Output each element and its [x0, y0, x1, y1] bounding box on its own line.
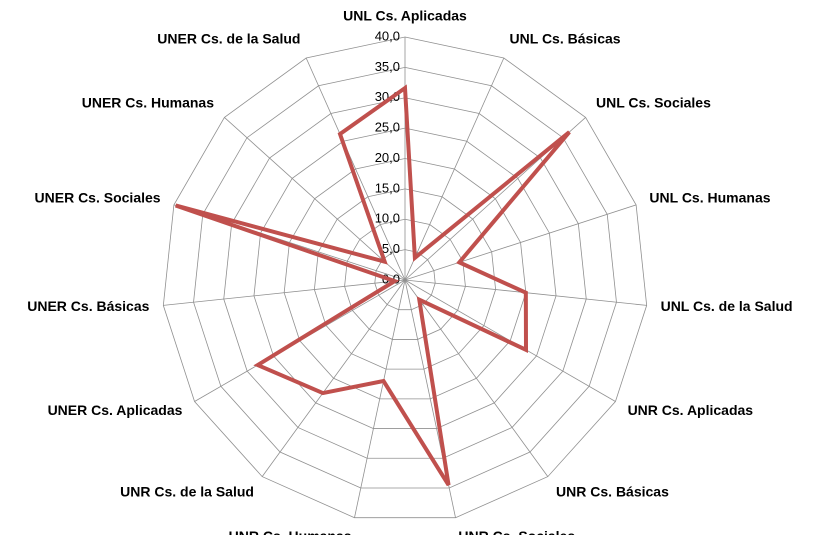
grid-ring: [283, 158, 527, 400]
spoke: [404, 57, 505, 281]
category-label: UNL Cs. Humanas: [649, 189, 770, 205]
tick-label: 15,0: [375, 180, 400, 195]
spoke: [354, 279, 406, 518]
category-label: UNL Cs. Aplicadas: [343, 8, 467, 24]
category-label: UNL Cs. de la Salud: [661, 298, 793, 314]
grid-ring: [344, 218, 466, 340]
grid-ring: [253, 127, 557, 429]
category-label: UNR Cs. Básicas: [556, 483, 669, 499]
grid-ring: [223, 97, 587, 459]
tick-label: 30,0: [375, 89, 400, 104]
category-label: UNR Cs. Sociales: [458, 528, 575, 535]
category-label: UNL Cs. Sociales: [596, 95, 711, 111]
spoke: [224, 117, 406, 281]
series-line: [174, 84, 571, 487]
spoke: [404, 279, 549, 477]
grid-ring: [162, 36, 648, 519]
tick-label: 20,0: [375, 150, 400, 165]
category-label: UNER Cs. Humanas: [82, 95, 214, 111]
category-label: UNR Cs. de la Salud: [120, 483, 254, 499]
grid-ring: [193, 66, 617, 489]
tick-label: 5,0: [382, 241, 400, 256]
tick-label: 25,0: [375, 120, 400, 135]
grid-ring: [374, 249, 436, 311]
category-label: UNR Cs. Humanas: [229, 528, 352, 535]
category-label: UNER Cs. Básicas: [27, 298, 149, 314]
category-label: UNER Cs. de la Salud: [157, 30, 300, 46]
spoke: [404, 204, 637, 281]
tick-label: 35,0: [375, 59, 400, 74]
spoke: [305, 57, 406, 281]
category-label: UNR Cs. Aplicadas: [628, 402, 754, 418]
category-label: UNL Cs. Básicas: [510, 30, 621, 46]
spoke: [163, 279, 406, 306]
tick-label: 40,0: [375, 28, 400, 43]
category-label: UNER Cs. Aplicadas: [48, 402, 183, 418]
spoke: [261, 279, 406, 477]
tick-label: 10,0: [375, 211, 400, 226]
category-label: UNER Cs. Sociales: [35, 189, 161, 205]
